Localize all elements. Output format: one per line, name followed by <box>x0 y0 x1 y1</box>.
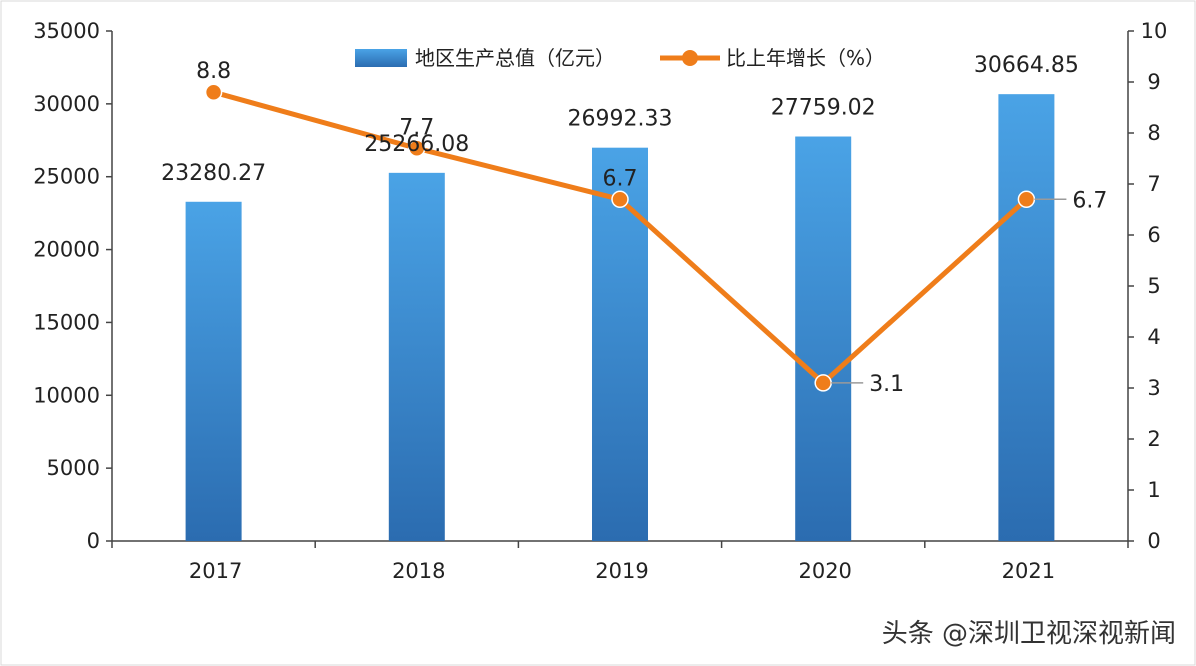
bar <box>998 94 1055 542</box>
y-right-tick-label: 0 <box>1147 529 1160 553</box>
y-right-tick-label: 7 <box>1147 172 1160 196</box>
legend-line-label: 比上年增长（%） <box>726 46 885 70</box>
y-right-tick-label: 5 <box>1147 274 1160 298</box>
y-right-tick-label: 9 <box>1147 70 1160 94</box>
growth-point <box>1017 190 1036 209</box>
y-left-tick-label: 0 <box>87 529 100 553</box>
y-right-tick-label: 3 <box>1147 376 1160 400</box>
y-right-tick-label: 4 <box>1147 325 1160 349</box>
x-tick-label: 2017 <box>189 559 242 583</box>
y-right-tick-label: 10 <box>1141 19 1168 43</box>
legend-bar-label: 地区生产总值（亿元） <box>415 46 615 70</box>
x-tick-label: 2018 <box>392 559 445 583</box>
bar <box>388 172 445 542</box>
bar <box>795 136 852 542</box>
y-right-tick-label: 8 <box>1147 121 1160 145</box>
line-data-label: 3.1 <box>869 372 904 397</box>
y-right-tick-label: 6 <box>1147 223 1160 247</box>
bar-data-label: 25266.08 <box>364 132 469 157</box>
y-left-tick-label: 10000 <box>33 383 100 407</box>
y-right-tick-label: 2 <box>1147 427 1160 451</box>
growth-point <box>814 374 832 392</box>
x-tick-label: 2021 <box>1002 559 1055 583</box>
line-data-label: 6.7 <box>603 166 638 191</box>
y-left-tick-label: 25000 <box>33 165 100 189</box>
bar-data-label: 26992.33 <box>568 107 673 132</box>
y-left-tick-label: 20000 <box>33 238 100 262</box>
bar <box>185 201 242 542</box>
growth-point <box>408 139 426 158</box>
y-left-tick-label: 35000 <box>33 19 100 43</box>
x-tick-label: 2020 <box>798 559 851 583</box>
line-data-label: 8.8 <box>196 59 231 84</box>
legend: 地区生产总值（亿元） 比上年增长（%） <box>355 46 885 70</box>
y-left-tick-label: 5000 <box>47 456 100 480</box>
bar-data-label: 27759.02 <box>771 96 876 121</box>
growth-point <box>204 83 223 101</box>
legend-bar-swatch <box>355 49 407 67</box>
y-left-tick-label: 30000 <box>33 92 100 116</box>
legend-line-marker <box>682 50 698 66</box>
x-tick-label: 2019 <box>595 559 648 583</box>
y-right-tick-label: 1 <box>1147 478 1160 502</box>
line-data-label: 6.7 <box>1072 188 1107 213</box>
line-data-label: 7.7 <box>399 115 434 140</box>
watermark: 头条 @深圳卫视深视新闻 <box>882 619 1176 649</box>
bar-data-label: 23280.27 <box>161 161 266 186</box>
growth-point <box>611 190 629 209</box>
y-left-tick-label: 15000 <box>33 310 100 334</box>
bar-data-label: 30664.85 <box>974 53 1079 78</box>
